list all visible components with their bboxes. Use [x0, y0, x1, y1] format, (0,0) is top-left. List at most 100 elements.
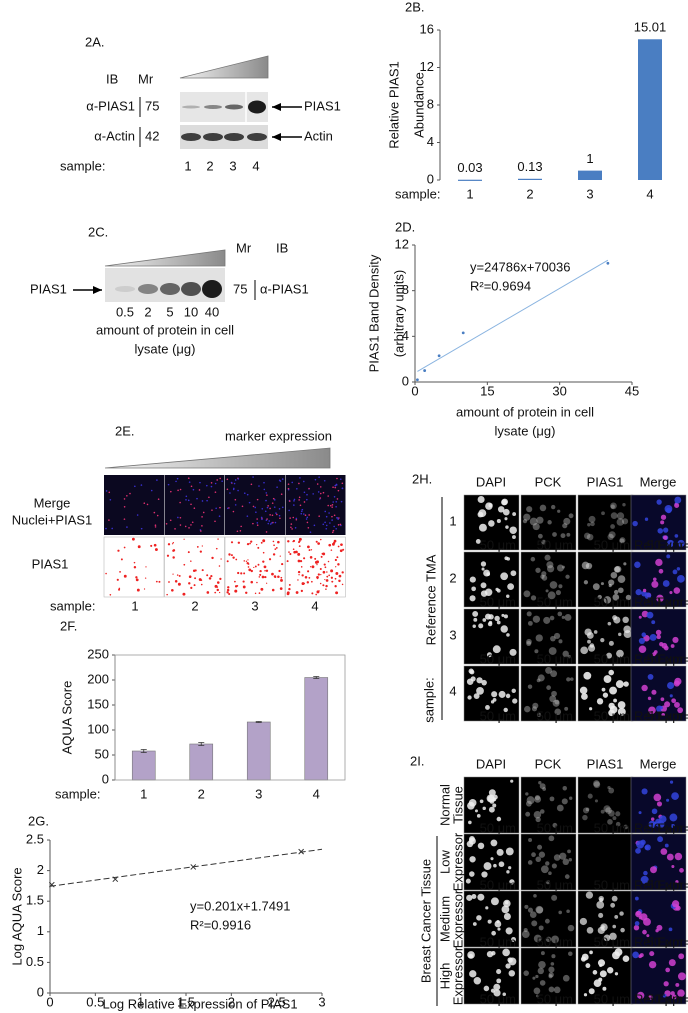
y-tick-label: 12	[420, 59, 434, 74]
cell	[535, 905, 544, 914]
pias1-dot	[303, 557, 306, 560]
pias1-dot	[145, 566, 147, 568]
pias1-dot	[295, 591, 299, 594]
cell	[475, 539, 481, 544]
cell	[610, 502, 617, 510]
nucleus-dot	[289, 517, 291, 519]
pias1-dot	[143, 588, 146, 590]
cell	[535, 634, 543, 642]
caption: amount of protein in cell	[96, 322, 234, 337]
nucleus-dot	[123, 498, 126, 500]
cell	[605, 807, 612, 814]
cell	[526, 638, 532, 645]
bar	[246, 721, 271, 781]
cell	[585, 891, 594, 899]
x-tick-label: 30	[552, 383, 566, 398]
cell	[663, 535, 668, 540]
cell	[541, 539, 547, 545]
cell	[634, 921, 640, 926]
y-tick-label: 0	[402, 373, 409, 388]
cell	[608, 531, 616, 539]
cell	[556, 564, 564, 572]
pias1-dot	[325, 584, 328, 588]
y-axis-label: AQUA Score	[59, 681, 74, 755]
x-tick-label: 15	[480, 383, 494, 398]
cell	[548, 966, 555, 973]
pias1-dot	[286, 560, 289, 563]
cell	[539, 980, 546, 986]
nucleus-dot	[201, 500, 204, 502]
sample-number: 1	[184, 158, 191, 173]
merge-image	[104, 475, 164, 535]
cell	[477, 496, 485, 504]
cell	[469, 856, 476, 863]
pias1-dot	[323, 563, 326, 566]
cell	[511, 688, 516, 694]
y-tick-label: 2.5	[26, 831, 44, 846]
panel-label: 2C.	[88, 224, 108, 239]
pias1-dot	[190, 560, 192, 562]
cell	[526, 611, 532, 617]
cell	[497, 927, 501, 931]
pias1-dot	[274, 548, 277, 550]
pias1-dot	[256, 544, 258, 546]
cell	[472, 610, 479, 617]
micrograph	[520, 947, 577, 1005]
cell	[664, 701, 671, 708]
cell	[677, 707, 684, 714]
cell	[608, 810, 615, 817]
nucleus-dot	[299, 504, 302, 507]
cell	[616, 512, 625, 520]
cell	[614, 972, 619, 976]
pias1-dot	[217, 538, 219, 540]
error-bar	[198, 742, 205, 746]
chart-title: 2D.	[395, 219, 415, 234]
scale-bar-label: 50 μm	[537, 934, 573, 949]
cell	[488, 806, 495, 813]
cell	[527, 907, 534, 913]
cell	[509, 648, 517, 656]
scale-bar-label: 50 μm	[537, 991, 573, 1006]
cell	[562, 523, 568, 529]
pias1-dot	[280, 576, 283, 579]
nucleus-dot	[271, 502, 274, 504]
cell	[560, 533, 566, 539]
cell	[579, 686, 588, 695]
nucleus-dot	[309, 531, 312, 533]
pias1-dot	[311, 565, 315, 569]
cell	[503, 707, 508, 713]
cell	[597, 594, 602, 600]
nucleus-dot	[134, 485, 136, 488]
cell	[548, 972, 554, 978]
pias1-dot	[330, 569, 334, 573]
nucleus-dot	[126, 526, 128, 528]
cell	[601, 511, 605, 516]
cell	[589, 950, 593, 955]
cell	[503, 912, 511, 921]
cell	[658, 568, 664, 574]
pias1-dot	[288, 587, 291, 591]
pias1-dot	[311, 592, 314, 595]
cell	[548, 647, 557, 655]
micrograph	[520, 833, 577, 891]
sample-label: sample:	[60, 158, 106, 173]
amount-label: 10	[184, 304, 198, 319]
cell	[493, 863, 497, 868]
nucleus-dot	[273, 499, 276, 501]
amount-label: 40	[205, 304, 219, 319]
cell	[562, 858, 570, 866]
scale-bar-label: 50 μm	[480, 651, 516, 666]
pias1-dot	[131, 537, 135, 541]
nucleus-dot	[136, 514, 139, 516]
y-axis-label: Abundance	[411, 72, 426, 138]
pias1-dot	[216, 588, 219, 592]
cell	[551, 690, 557, 697]
error-bar	[255, 721, 262, 723]
cell	[531, 706, 538, 712]
antibody-label: α-PIAS1	[86, 98, 135, 113]
nucleus-dot	[306, 516, 309, 519]
cell	[493, 983, 501, 991]
nucleus-dot	[305, 518, 308, 520]
nucleus-dot	[221, 480, 223, 483]
nucleus-dot	[246, 493, 249, 496]
